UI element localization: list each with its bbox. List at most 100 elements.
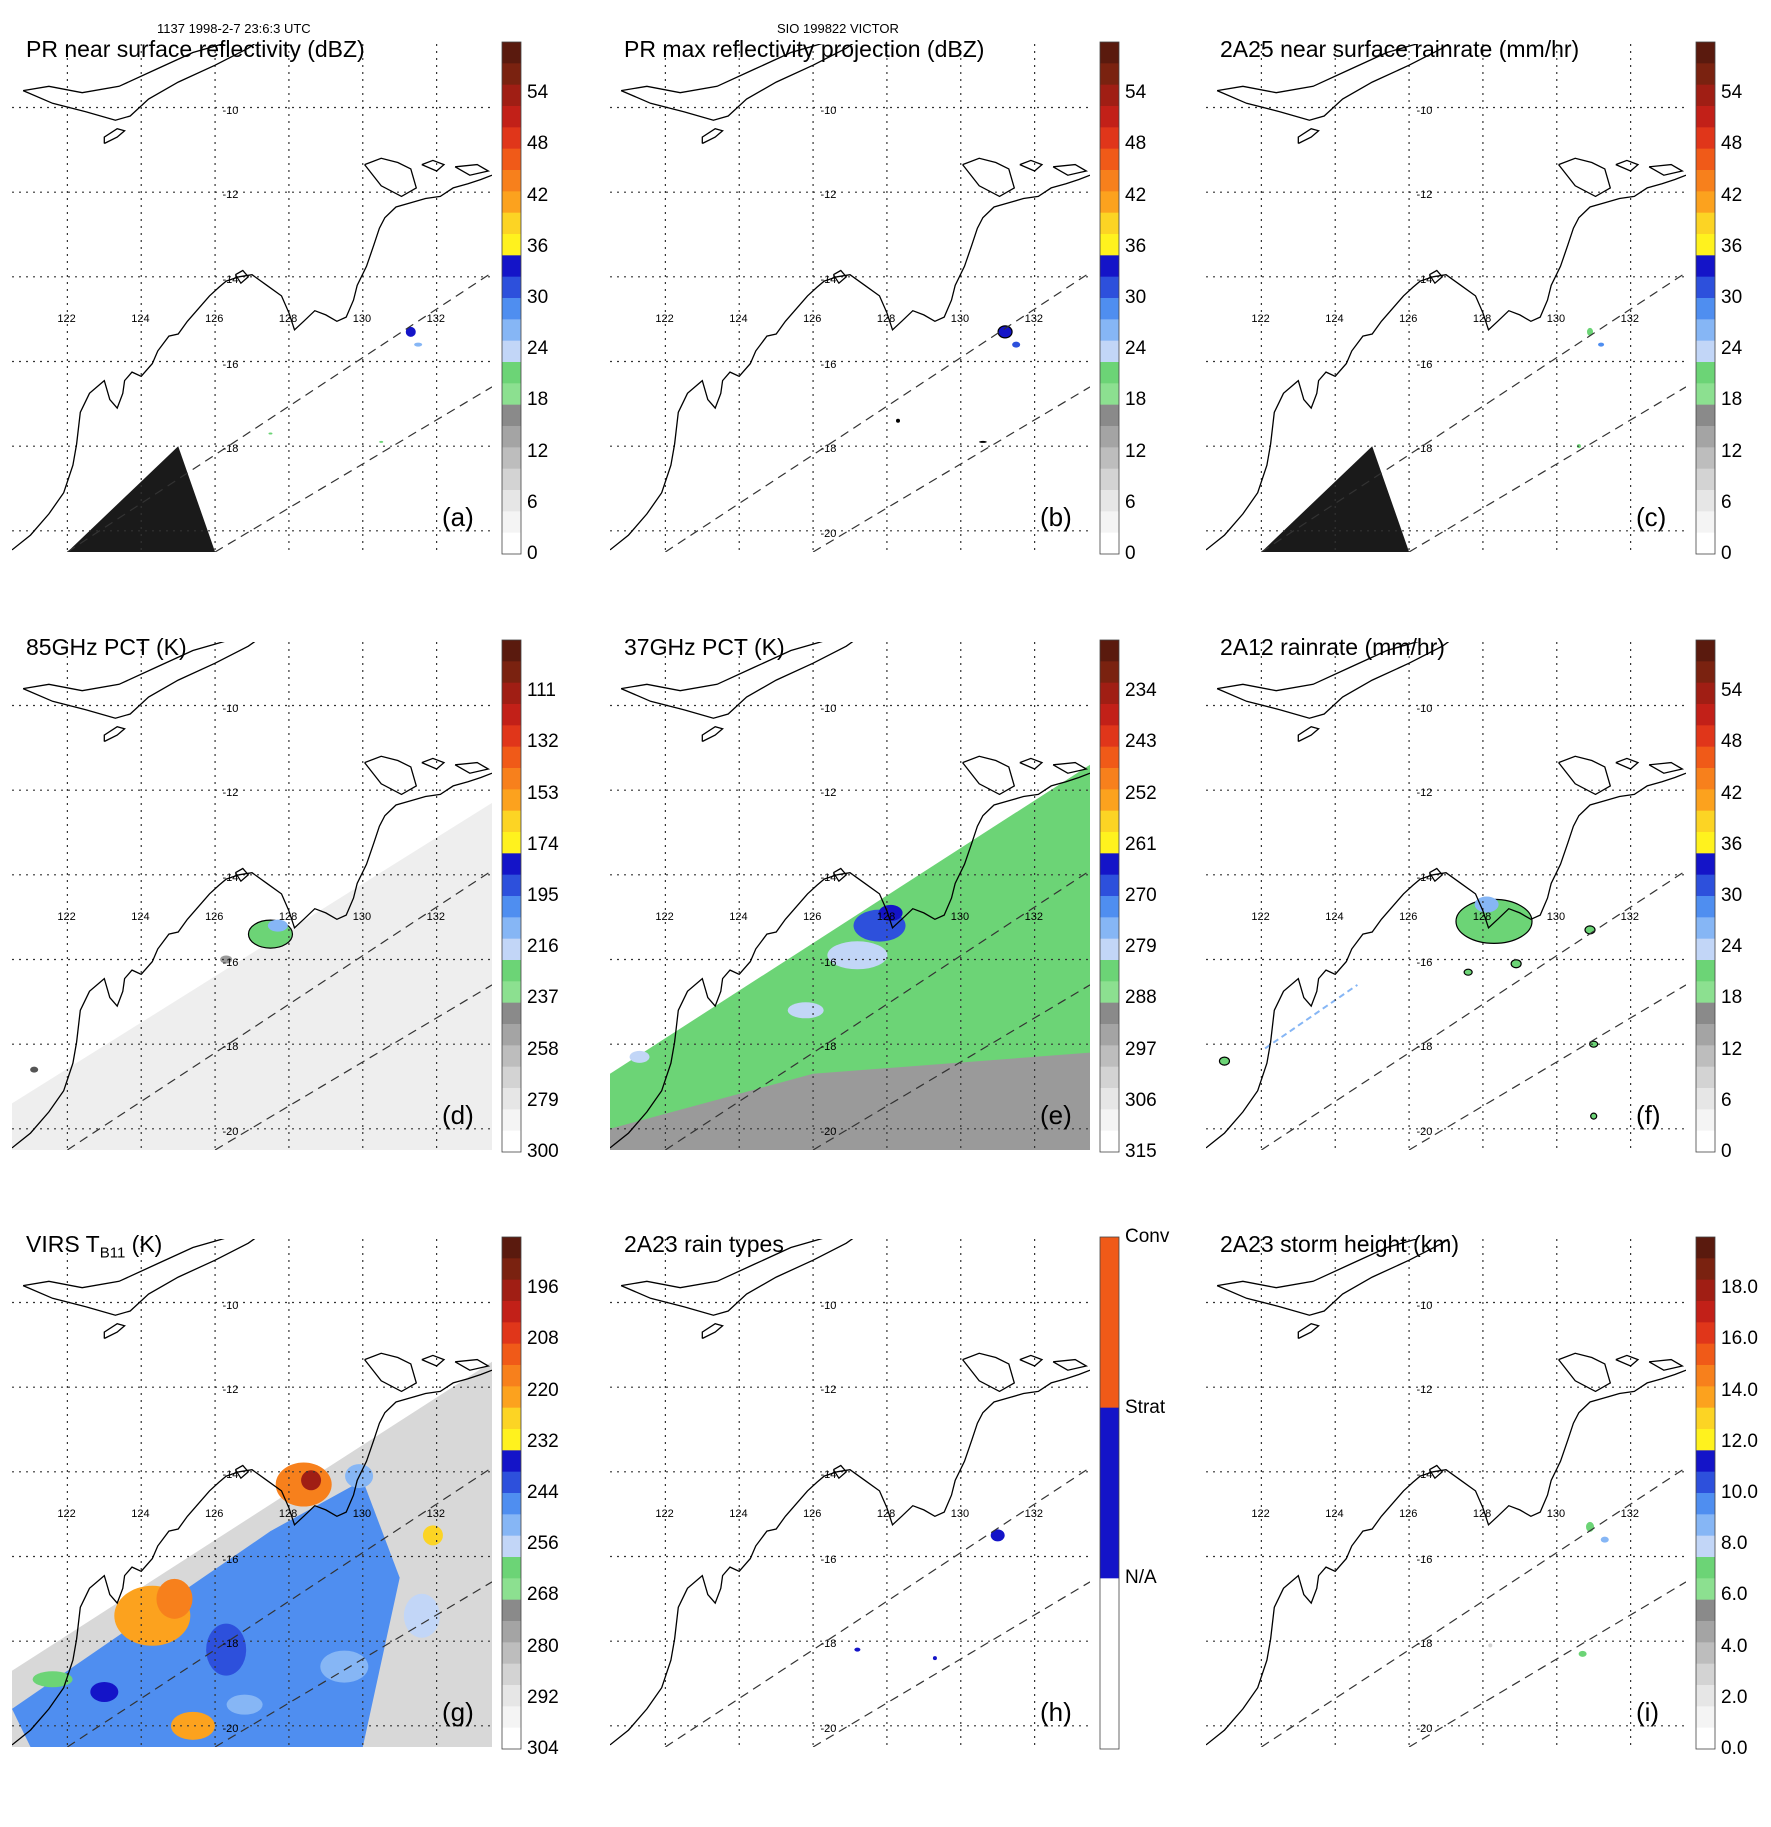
colorbar-segment [502, 1407, 521, 1430]
lon-label: 132 [426, 1507, 445, 1520]
colorbar-segment [502, 1621, 521, 1643]
colorbar-tick-label: 243 [1125, 731, 1157, 753]
colorbar-segment [1696, 170, 1715, 192]
panel-g: VIRS TB11 (K) -10 -12 -14 -16 -18 -20 122 124 126… [0, 1227, 590, 1827]
g-echo-6 [170, 1711, 215, 1740]
lat-label: -10 [222, 104, 239, 117]
colorbar-segment [1100, 1045, 1119, 1068]
colorbar-segment [502, 447, 521, 470]
map-i [1206, 1236, 1716, 1750]
lon-label: 122 [57, 910, 76, 923]
panel-title-text: 37GHz PCT (K) [624, 634, 785, 660]
g-echo-9 [226, 1694, 263, 1715]
colorbar-segment [502, 874, 521, 897]
colorbar-segment [502, 1386, 521, 1409]
lon-label: 132 [1024, 910, 1043, 923]
colorbar-segment [502, 1088, 521, 1110]
colorbar-segment [1100, 1024, 1119, 1046]
colorbar-segment [502, 981, 521, 1004]
colorbar-segment [502, 1642, 521, 1665]
colorbar-segment [1696, 490, 1715, 512]
colorbar-segment [1100, 938, 1119, 961]
coastline-island-1 [701, 127, 724, 145]
pr-swath-edge-0 [67, 272, 492, 552]
colorbar-segment [502, 1365, 521, 1387]
colorbar-segment [502, 1066, 521, 1089]
panel-title: 85GHz PCT (K) [26, 634, 187, 661]
coastline-island-5 [234, 867, 250, 883]
lon-label: 128 [1472, 1507, 1492, 1520]
colorbar-tick-label: 0.0 [1721, 1738, 1748, 1759]
colorbar-segment [502, 426, 521, 448]
lon-label: 122 [1251, 1507, 1270, 1520]
colorbar-tick-label: 234 [1125, 680, 1157, 702]
colorbar-segment [1696, 340, 1715, 363]
colorbar-tick-label: Conv [1125, 1226, 1170, 1247]
panel-label: (a) [442, 502, 474, 532]
lon-label: 130 [1546, 910, 1566, 923]
lon-label: 124 [1325, 910, 1344, 923]
panel-title: VIRS TB11 (K) [26, 1231, 162, 1262]
panel-title-unit: (K) [125, 1231, 163, 1257]
colorbar-tick-label: 30 [1721, 287, 1743, 308]
coastline-island-5 [234, 269, 250, 285]
colorbar-tick-label: 14.0 [1721, 1379, 1758, 1401]
colorbar-segment [1100, 532, 1119, 555]
lon-label: 124 [131, 1507, 150, 1520]
colorbar-tick-label: 237 [527, 987, 559, 1009]
coastline-island-3 [1615, 1354, 1640, 1367]
colorbar-segment [502, 1599, 521, 1622]
coastline-island-2 [364, 1352, 418, 1393]
colorbar-segment [1696, 426, 1715, 448]
colorbar-segment [502, 1514, 521, 1537]
colorbar-segment [1100, 768, 1119, 790]
lat-label: -10 [1416, 104, 1433, 117]
map-e [610, 639, 1120, 1153]
lon-label: 132 [1620, 1507, 1639, 1520]
map-content-i [1206, 1239, 1686, 1747]
lon-label: 122 [655, 312, 674, 325]
panel-title: PR max reflectivity projection (dBZ) [624, 36, 984, 63]
coastline-australia [12, 1369, 492, 1746]
colorbar-segment [1100, 682, 1119, 705]
panel-e: 37GHz PCT (K) -10 -12 -14 -16 -18 -20 122 124 126… [598, 630, 1188, 1230]
coastline-australia [1206, 1369, 1686, 1746]
lon-label: 130 [950, 910, 970, 923]
colorbar-tick-label: 300 [527, 1141, 559, 1162]
colorbar-tick-label: 30 [1721, 885, 1743, 906]
colorbar-segment [1696, 1514, 1715, 1537]
lon-label: 124 [1325, 312, 1344, 325]
pr-swath-edge-0 [665, 1467, 1090, 1747]
colorbar-segment [1696, 1621, 1715, 1643]
panel-title-subscript: B11 [99, 1244, 126, 1262]
coastline-island-0 [620, 642, 854, 719]
colorbar-segment [1100, 746, 1119, 769]
panel-title-text: 2A25 near surface rainrate (mm/hr) [1220, 36, 1580, 62]
lat-label: -18 [820, 1638, 837, 1651]
colorbar-segment [502, 789, 521, 812]
colorbar-segment [1696, 298, 1715, 320]
map-content-a [12, 44, 492, 552]
b-echo-1 [1012, 341, 1021, 348]
colorbar-tick-label: 30 [527, 287, 549, 308]
colorbar-segment [502, 1024, 521, 1046]
colorbar-tick-label: 208 [527, 1328, 559, 1350]
lat-label: -10 [1416, 702, 1433, 715]
lat-label: -14 [820, 871, 837, 884]
coastline-island-2 [1558, 755, 1612, 796]
colorbar-frame [501, 41, 522, 555]
colorbar-tick-label: 304 [527, 1738, 559, 1759]
colorbar-tick-label: 196 [527, 1277, 559, 1299]
colorbar-tick-label: 0 [527, 543, 538, 564]
warm-land-region [610, 1052, 1090, 1150]
c-echo-1 [1598, 342, 1605, 347]
colorbar-segment [502, 1130, 521, 1153]
header-orbit-time: 1137 1998-2-7 23:6:3 UTC [157, 21, 311, 36]
lat-label: -12 [820, 1384, 837, 1397]
lat-label: -20 [820, 527, 837, 540]
colorbar-segment [1696, 1450, 1715, 1473]
h-echo-1 [854, 1647, 861, 1652]
a-echo-0 [405, 326, 416, 337]
coastline-australia [12, 772, 492, 1149]
pr-swath-edge-1 [214, 984, 492, 1150]
